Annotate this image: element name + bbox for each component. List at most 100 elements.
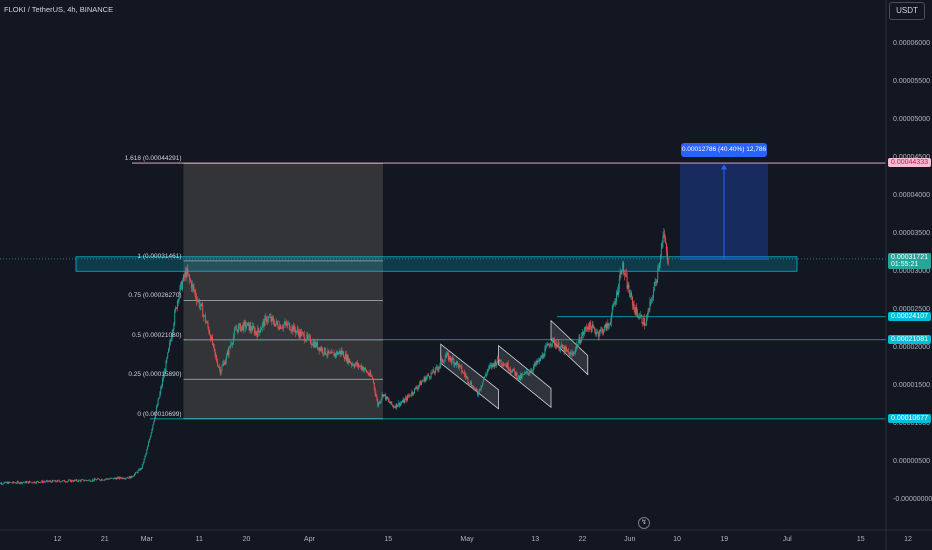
candle-body xyxy=(332,352,334,354)
candle-body xyxy=(154,418,156,422)
candle-body xyxy=(63,480,65,481)
candle-body xyxy=(11,482,13,484)
candle-body xyxy=(531,370,533,372)
candle-body xyxy=(8,481,10,483)
fib-level-label: 0.75 (0.00026270) xyxy=(128,292,182,300)
candle-body xyxy=(388,400,390,403)
candle-body xyxy=(209,332,211,335)
x-tick-label: Mar xyxy=(140,536,153,543)
candle-body xyxy=(144,455,146,459)
candle-body xyxy=(178,293,180,300)
candle-body xyxy=(609,324,611,326)
x-tick-label: 21 xyxy=(100,536,109,543)
candle-body xyxy=(23,482,25,483)
candle-body xyxy=(372,378,374,383)
candle-body xyxy=(520,374,522,379)
candle-body xyxy=(41,480,43,482)
candle-body xyxy=(541,354,543,359)
candle-body xyxy=(561,344,562,347)
candle-body xyxy=(550,344,552,345)
candle-body xyxy=(291,326,293,331)
candle-body xyxy=(116,477,118,480)
candle-body xyxy=(457,363,459,368)
candle-body xyxy=(70,479,72,482)
candle-body xyxy=(377,399,379,407)
candle-body xyxy=(612,304,614,308)
candle-body xyxy=(535,361,537,365)
candle-body xyxy=(642,322,644,325)
candle-body xyxy=(442,361,444,363)
candle-body xyxy=(428,374,429,376)
candle-body xyxy=(308,336,310,338)
candle-body xyxy=(35,482,37,484)
measure-label: 0.00012786 (40.40%) 12,786 xyxy=(681,143,767,157)
currency-unit-button[interactable]: USDT xyxy=(889,2,925,20)
candle-body xyxy=(204,315,205,316)
candle-body xyxy=(634,308,636,315)
candle-body xyxy=(162,377,164,380)
candle-body xyxy=(665,237,667,244)
candle-body xyxy=(463,372,465,375)
candle-body xyxy=(92,479,93,481)
candle-body xyxy=(302,332,304,334)
candle-body xyxy=(381,394,383,399)
candle-body xyxy=(518,375,520,379)
candle-body xyxy=(379,402,380,404)
candle-body xyxy=(20,481,22,484)
candle-body xyxy=(583,331,585,335)
candle-body xyxy=(564,347,566,353)
candle-body xyxy=(190,281,192,289)
candle-body xyxy=(309,336,310,337)
candle-body xyxy=(155,407,157,413)
candle-body xyxy=(295,329,296,333)
candle-body xyxy=(113,477,115,479)
candle-body xyxy=(5,481,7,483)
candle-body xyxy=(227,351,229,355)
candle-body xyxy=(42,480,44,483)
candle-body xyxy=(362,366,364,371)
candle-body xyxy=(324,347,326,355)
candle-body xyxy=(322,348,324,353)
jump-to-realtime-icon[interactable]: ↯ xyxy=(638,517,650,529)
candle-body xyxy=(363,369,365,371)
candle-body xyxy=(311,344,313,346)
candle-body xyxy=(205,322,207,323)
candle-body xyxy=(219,368,221,374)
candle-body xyxy=(232,343,233,345)
candle-body xyxy=(600,329,602,330)
candle-body xyxy=(67,480,69,482)
candle-body xyxy=(197,300,198,302)
candle-body xyxy=(428,375,430,378)
candle-body xyxy=(44,481,46,483)
candle-body xyxy=(97,478,99,480)
candle-body xyxy=(57,480,59,481)
candle-body xyxy=(302,332,303,333)
candle-body xyxy=(369,372,371,376)
candle-body xyxy=(456,361,458,364)
candle-body xyxy=(68,480,70,481)
candle-body xyxy=(145,453,147,456)
candle-body xyxy=(658,268,660,270)
y-tick-label: -0.00000000 xyxy=(893,496,932,503)
y-tick-label: 0.00001000 xyxy=(893,420,930,427)
candle-body xyxy=(430,372,432,378)
candle-body xyxy=(92,479,94,481)
x-tick-label: 11 xyxy=(195,536,203,543)
candle-body xyxy=(293,325,295,332)
candle-body xyxy=(572,352,574,356)
candle-body xyxy=(169,342,170,349)
candle-body xyxy=(482,381,484,386)
candle-body xyxy=(592,324,594,328)
candle-body xyxy=(10,482,12,483)
candle-body xyxy=(605,324,607,331)
candle-body xyxy=(278,327,280,330)
candle-body xyxy=(237,329,239,333)
candle-body xyxy=(195,292,197,298)
candle-body xyxy=(366,372,368,373)
candle-body xyxy=(252,326,254,332)
candle-body xyxy=(225,361,226,365)
candle-body xyxy=(19,483,21,484)
candle-body xyxy=(585,327,587,328)
candle-body xyxy=(120,478,122,479)
